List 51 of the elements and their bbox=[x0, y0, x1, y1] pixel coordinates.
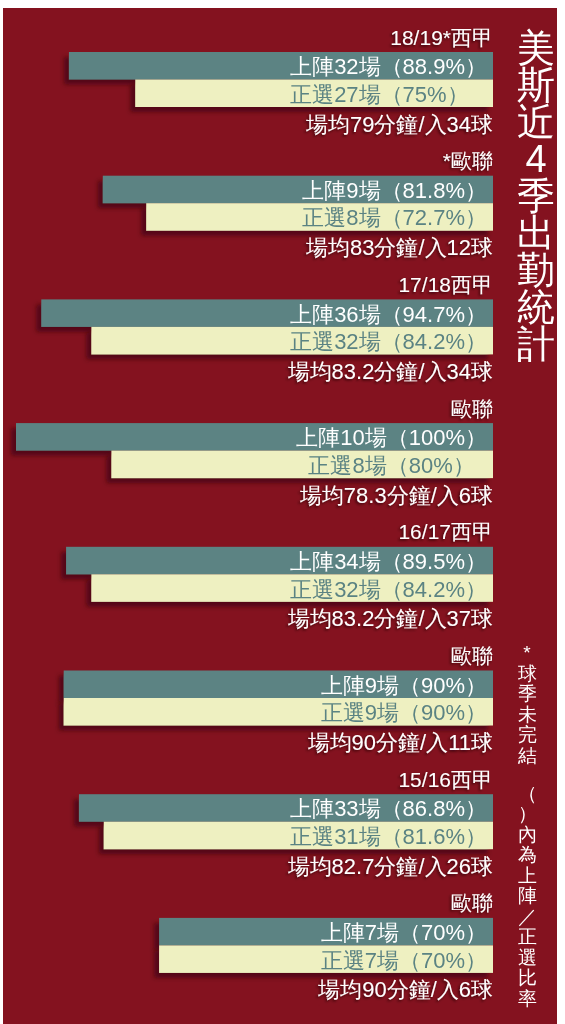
text: 場均83.2分鐘/入37球 bbox=[286, 606, 493, 632]
data-label: （86.8%） bbox=[380, 796, 487, 822]
data-label: （100%） bbox=[386, 425, 487, 451]
data-label: （72.7%） bbox=[380, 205, 487, 231]
y-tick-label: 正選9場 bbox=[320, 700, 399, 726]
chart-title: *歐聯 bbox=[442, 149, 493, 173]
y-tick-label: 上陣32場 bbox=[290, 54, 381, 80]
text: （）內為上陣／正選比率 bbox=[517, 782, 537, 1008]
chart-title: 16/17西甲 bbox=[398, 520, 493, 544]
text: 場均90分鐘/入11球 bbox=[306, 730, 493, 755]
chart-title: 美斯近4季出勤統計 bbox=[517, 27, 555, 365]
data-label: （90%） bbox=[398, 672, 487, 698]
y-tick-label: 上陣33場 bbox=[290, 796, 381, 822]
y-tick-label: 正選32場 bbox=[290, 576, 381, 602]
data-label: （75%） bbox=[380, 81, 469, 107]
data-label: （90%） bbox=[398, 700, 487, 726]
chart-title: 17/18西甲 bbox=[398, 272, 493, 296]
chart-title: 18/19*西甲 bbox=[390, 25, 493, 49]
y-tick-label: 上陣7場 bbox=[320, 920, 399, 946]
text: 場均82.7分鐘/入26球 bbox=[286, 853, 493, 879]
y-tick-label: 上陣9場 bbox=[302, 177, 381, 203]
y-tick-label: 上陣34場 bbox=[290, 549, 381, 575]
data-label: （70%） bbox=[398, 947, 487, 973]
text: 場均79分鐘/入34球 bbox=[304, 111, 493, 137]
data-label: （70%） bbox=[398, 920, 487, 946]
data-label: （84.2%） bbox=[380, 576, 487, 602]
y-tick-label: 上陣10場 bbox=[296, 425, 387, 451]
y-tick-label: 正選8場 bbox=[308, 452, 387, 478]
data-label: （89.5%） bbox=[380, 549, 487, 575]
data-label: （80%） bbox=[386, 452, 475, 478]
data-label: （81.6%） bbox=[380, 823, 487, 849]
chart-title: 15/16西甲 bbox=[398, 767, 493, 791]
chart-title: 歐聯 bbox=[451, 891, 493, 915]
text: 場均90分鐘/入6球 bbox=[317, 977, 493, 1003]
y-tick-label: 正選32場 bbox=[290, 329, 381, 355]
y-tick-label: 正選31場 bbox=[290, 823, 381, 849]
data-label: （81.8%） bbox=[380, 177, 487, 203]
y-tick-label: 正選27場 bbox=[290, 81, 381, 107]
data-label: （84.2%） bbox=[380, 329, 487, 355]
text: *球季未完結 bbox=[516, 641, 537, 765]
data-label: （88.9%） bbox=[380, 54, 487, 80]
data-label: （94.7%） bbox=[380, 301, 487, 327]
y-tick-label: 正選7場 bbox=[320, 947, 399, 973]
chart-title: 歐聯 bbox=[451, 396, 493, 420]
y-tick-label: 上陣9場 bbox=[320, 672, 399, 698]
text: 場均83分鐘/入12球 bbox=[304, 235, 493, 261]
y-tick-label: 上陣36場 bbox=[290, 301, 381, 327]
text: 場均83.2分鐘/入34球 bbox=[286, 358, 493, 384]
chart-title: 歐聯 bbox=[451, 644, 493, 667]
y-tick-label: 正選8場 bbox=[302, 205, 381, 231]
text: 場均78.3分鐘/入6球 bbox=[298, 482, 493, 508]
